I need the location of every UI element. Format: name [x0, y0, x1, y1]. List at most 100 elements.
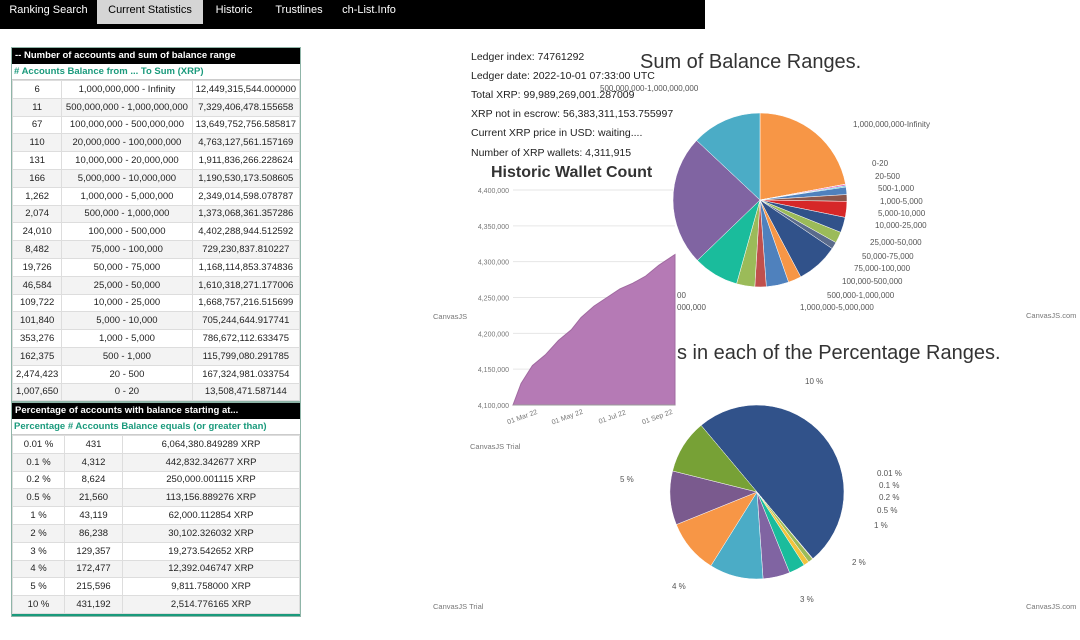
table-cell: 500 - 1,000: [61, 346, 193, 366]
table-cell: 101,840: [11, 311, 63, 331]
pie1-slice: [672, 140, 761, 261]
table-cell: 115,799,080.291785: [191, 346, 301, 366]
pie2-label-4: 4 %: [672, 582, 686, 591]
tab-trustlines[interactable]: Trustlines: [275, 4, 323, 16]
percentage-table-title: Percentage of accounts with balance star…: [12, 403, 300, 419]
table-cell: 9,811.758000 XRP: [122, 577, 300, 597]
tab-ranking-search[interactable]: Ranking Search: [9, 4, 88, 16]
table-row: 4 % 172,477 12,392.046747 XRP: [12, 559, 300, 579]
table-row: 5 % 215,596 9,811.758000 XRP: [12, 577, 300, 597]
table-cell: 0.01 %: [12, 435, 65, 454]
y-tick-label: 4,300,000: [478, 260, 509, 267]
pie1-slice: [759, 112, 846, 201]
table-cell: 1,610,318,271.177006: [191, 275, 301, 295]
table-row: 2,074 500,000 - 1,000,000 1,373,068,361.35…: [11, 204, 301, 224]
balance-range-table-header: # Accounts Balance from ... To Sum (XRP): [12, 64, 300, 80]
table-cell: 0.1 %: [12, 452, 65, 472]
pie1-label-100000-500000: 100,000-500,000: [842, 277, 903, 286]
tab-current-statistics[interactable]: Current Statistics: [97, 0, 203, 24]
table-cell: 705,244,644.917741: [191, 311, 301, 331]
table-cell: 75,000 - 100,000: [61, 240, 193, 259]
table-cell: 1,000 - 5,000: [61, 329, 193, 348]
balance-range-table-title: -- Number of accounts and sum of balance…: [12, 48, 300, 64]
pie1-label-10000-25000: 10,000-25,000: [875, 221, 927, 230]
table-cell: 129,357: [64, 541, 123, 561]
canvasjs-com-watermark-2: CanvasJS.com: [1026, 602, 1077, 611]
ledger-date: Ledger date: 2022-10-01 07:33:00 UTC: [471, 70, 655, 82]
table-cell: 167,324,981.033754: [191, 364, 301, 384]
pie1-label-5000-10000: 5,000-10,000: [878, 209, 926, 218]
table-cell: 2,474,423: [11, 364, 63, 384]
table-cell: 12,392.046747 XRP: [122, 559, 300, 579]
table-row: 8,482 75,000 - 100,000 729,230,837.810227: [11, 240, 301, 259]
tab-rich-list-info[interactable]: ch-List.Info: [342, 4, 396, 16]
table-cell: 2 %: [12, 523, 65, 543]
table-row: 353,276 1,000 - 5,000 786,672,112.633475: [11, 329, 301, 348]
table-row: 109,722 10,000 - 25,000 1,668,757,216.5156…: [11, 293, 301, 313]
sum-balance-pie-chart: [672, 112, 848, 288]
table-cell: 113,156.889276 XRP: [122, 488, 300, 508]
historic-chart-title: Historic Wallet Count: [491, 164, 653, 181]
table-cell: 25,000 - 50,000: [61, 275, 193, 295]
table-cell: 13,649,752,756.585817: [191, 115, 301, 135]
table-cell: 20,000,000 - 100,000,000: [61, 133, 193, 153]
table-cell: 431,192: [64, 595, 123, 614]
table-row: 67 100,000,000 - 500,000,000 13,649,752,75…: [11, 115, 301, 135]
pie1-label-1m-5m: 1,000,000-5,000,000: [800, 303, 874, 312]
table-row: 11 500,000,000 - 1,000,000,000 7,329,406,4…: [11, 97, 301, 117]
canvasjs-com-watermark-1: CanvasJS.com: [1026, 311, 1077, 320]
pie1-label-500000-1m: 500,000-1,000,000: [827, 291, 895, 300]
tab-historic[interactable]: Historic: [215, 4, 253, 16]
table-cell: 1,668,757,216.515699: [191, 293, 301, 313]
table-cell: 1,168,114,853.374836: [191, 257, 301, 277]
pie1-label-1b-inf: 1,000,000,000-Infinity: [853, 120, 930, 129]
table-cell: 1,190,530,173.508605: [191, 168, 301, 188]
table-row: 19,726 50,000 - 75,000 1,168,114,853.37483…: [11, 257, 301, 277]
table-cell: 2,514.776165 XRP: [122, 595, 300, 614]
sum-balance-chart-title: Sum of Balance Ranges.: [640, 51, 862, 73]
pie2-label-5: 5 %: [620, 475, 634, 484]
table-cell: 43,119: [64, 506, 123, 525]
historic-wallet-chart: 4,400,000 4,350,000 4,300,000 4,250,000 4,20…: [478, 188, 676, 426]
table-row: 162,375 500 - 1,000 115,799,080.291785: [11, 346, 301, 366]
table-cell: 24,010: [11, 222, 63, 242]
canvasjs-trial-watermark: CanvasJS Trial: [470, 442, 521, 451]
table-cell: 46,584: [11, 275, 63, 295]
pie1-label-50000-75000: 50,000-75,000: [862, 252, 914, 261]
table-cell: 86,238: [64, 523, 123, 543]
table-cell: 67: [11, 115, 63, 135]
table-cell: 2,349,014,598.078787: [191, 186, 301, 206]
table-row: 6 1,000,000,000 - Infinity 12,449,315,544.…: [11, 80, 301, 99]
table-cell: 100,000,000 - 500,000,000: [61, 115, 193, 135]
pie2-label-1: 1 %: [874, 521, 888, 530]
canvasjs-watermark: CanvasJS: [433, 312, 468, 321]
table-cell: 20 - 500: [61, 364, 193, 384]
table-cell: 19,726: [11, 257, 63, 277]
xrp-price: Current XRP price in USD: waiting....: [471, 127, 643, 139]
table-cell: 50,000 - 75,000: [61, 257, 193, 277]
pie1-label-partial-b: 000,000: [677, 303, 706, 312]
table-cell: 12,449,315,544.000000: [191, 80, 301, 99]
table-cell: 5,000,000 - 10,000,000: [61, 168, 193, 188]
table-cell: 500,000 - 1,000,000: [61, 204, 193, 224]
percentage-pie-chart: [669, 404, 845, 580]
table-cell: 6: [11, 80, 63, 99]
pie1-slice: [696, 112, 761, 201]
table-cell: 100,000 - 500,000: [61, 222, 193, 242]
table-row: 101,840 5,000 - 10,000 705,244,644.917741: [11, 311, 301, 331]
table-row: 0.01 % 431 6,064,380.849289 XRP: [12, 435, 300, 454]
table-cell: 110: [11, 133, 63, 153]
pie1-label-500-1000: 500-1,000: [878, 184, 915, 193]
pie1-label-partial-a: 00: [677, 291, 686, 300]
x-tick-label: 01 Mar 22: [506, 409, 538, 426]
percentage-table-header: Percentage # Accounts Balance equals (or…: [12, 419, 300, 435]
pie2-label-05: 0.5 %: [877, 506, 898, 515]
table-cell: 109,722: [11, 293, 63, 313]
table-cell: 729,230,837.810227: [191, 240, 301, 259]
total-xrp: Total XRP: 99,989,269,001.287009: [471, 89, 635, 101]
y-tick-label: 4,250,000: [478, 296, 509, 303]
table-cell: 2,074: [11, 204, 63, 224]
table-cell: 250,000.001115 XRP: [122, 470, 300, 490]
canvasjs-trial-watermark-2: CanvasJS Trial: [433, 602, 484, 611]
table-row: 166 5,000,000 - 10,000,000 1,190,530,173.5…: [11, 168, 301, 188]
